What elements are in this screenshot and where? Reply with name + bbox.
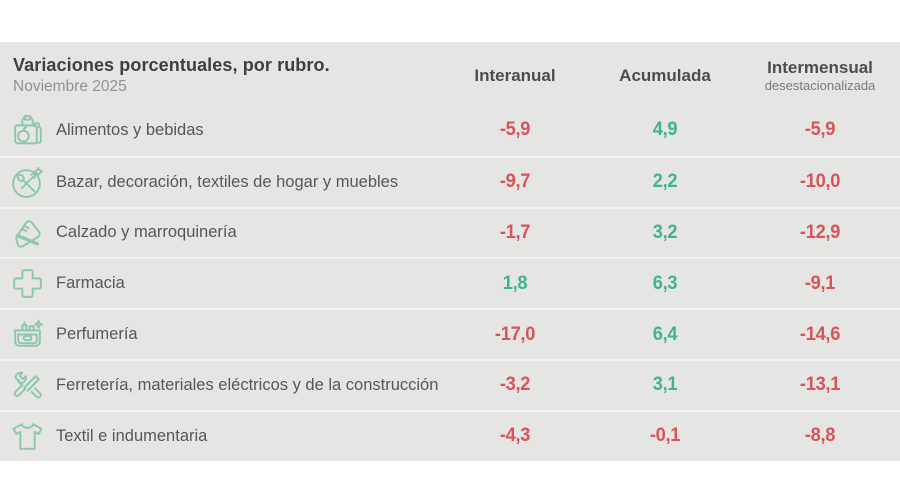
page-title: Variaciones porcentuales, por rubro. xyxy=(13,55,330,75)
value-acumulada: 3,1 xyxy=(652,374,678,396)
table-header: Variaciones porcentuales, por rubro. Nov… xyxy=(0,42,900,105)
title-block: Variaciones porcentuales, por rubro. Nov… xyxy=(0,55,440,96)
value-intermensual: -8,8 xyxy=(804,425,836,447)
column-header-interanual: Interanual xyxy=(474,65,556,85)
value-intermensual: -10,0 xyxy=(799,171,841,193)
value-interanual: -9,7 xyxy=(499,171,531,193)
row-label: Alimentos y bebidas xyxy=(56,120,204,139)
table-row: Ferretería, materiales eléctricos y de l… xyxy=(0,358,900,410)
row-label: Textil e indumentaria xyxy=(56,426,208,445)
value-interanual: -17,0 xyxy=(494,323,536,345)
row-label: Calzado y marroquinería xyxy=(56,223,237,242)
shoe-icon xyxy=(0,214,48,251)
groceries-icon xyxy=(0,112,48,149)
value-intermensual: -12,9 xyxy=(799,221,841,243)
table-row: Farmacia 1,8 6,3 -9,1 xyxy=(0,257,900,308)
pharmacy-cross-icon xyxy=(0,265,48,302)
table-row: Alimentos y bebidas -5,9 4,9 -5,9 xyxy=(0,105,900,156)
value-interanual: 1,8 xyxy=(502,272,528,294)
row-label: Bazar, decoración, textiles de hogar y m… xyxy=(56,172,399,191)
row-label: Farmacia xyxy=(56,274,125,293)
page-subtitle: Noviembre 2025 xyxy=(13,78,127,95)
value-acumulada: 6,3 xyxy=(652,272,678,294)
column-header-intermensual: Intermensual desestacionalizada xyxy=(764,58,876,94)
value-acumulada: 6,4 xyxy=(652,323,678,345)
value-acumulada: 4,9 xyxy=(652,119,678,141)
row-label: Perfumería xyxy=(56,325,138,344)
value-acumulada: 3,2 xyxy=(652,221,678,243)
row-label: Ferretería, materiales eléctricos y de l… xyxy=(56,375,439,394)
value-intermensual: -14,6 xyxy=(799,323,841,345)
tools-icon xyxy=(0,367,48,404)
tshirt-icon xyxy=(0,418,48,455)
table-row: Calzado y marroquinería -1,7 3,2 -12,9 xyxy=(0,206,900,258)
value-acumulada: 2,2 xyxy=(652,171,678,193)
table-row: Textil e indumentaria -4,3 -0,1 -8,8 xyxy=(0,409,900,461)
bazar-icon xyxy=(0,164,48,201)
table-body: Alimentos y bebidas -5,9 4,9 -5,9 Bazar,… xyxy=(0,105,900,461)
value-interanual: -3,2 xyxy=(499,374,531,396)
table-row: Perfumería -17,0 6,4 -14,6 xyxy=(0,308,900,359)
value-interanual: -4,3 xyxy=(499,425,531,447)
value-intermensual: -13,1 xyxy=(799,374,841,396)
variations-table-panel: Variaciones porcentuales, por rubro. Nov… xyxy=(0,42,900,461)
column-header-acumulada: Acumulada xyxy=(619,65,711,85)
value-interanual: -1,7 xyxy=(499,221,531,243)
perfume-bag-icon xyxy=(0,316,48,353)
value-interanual: -5,9 xyxy=(499,119,531,141)
value-intermensual: -9,1 xyxy=(804,272,836,294)
table-row: Bazar, decoración, textiles de hogar y m… xyxy=(0,155,900,207)
value-intermensual: -5,9 xyxy=(804,119,836,141)
value-acumulada: -0,1 xyxy=(649,425,681,447)
